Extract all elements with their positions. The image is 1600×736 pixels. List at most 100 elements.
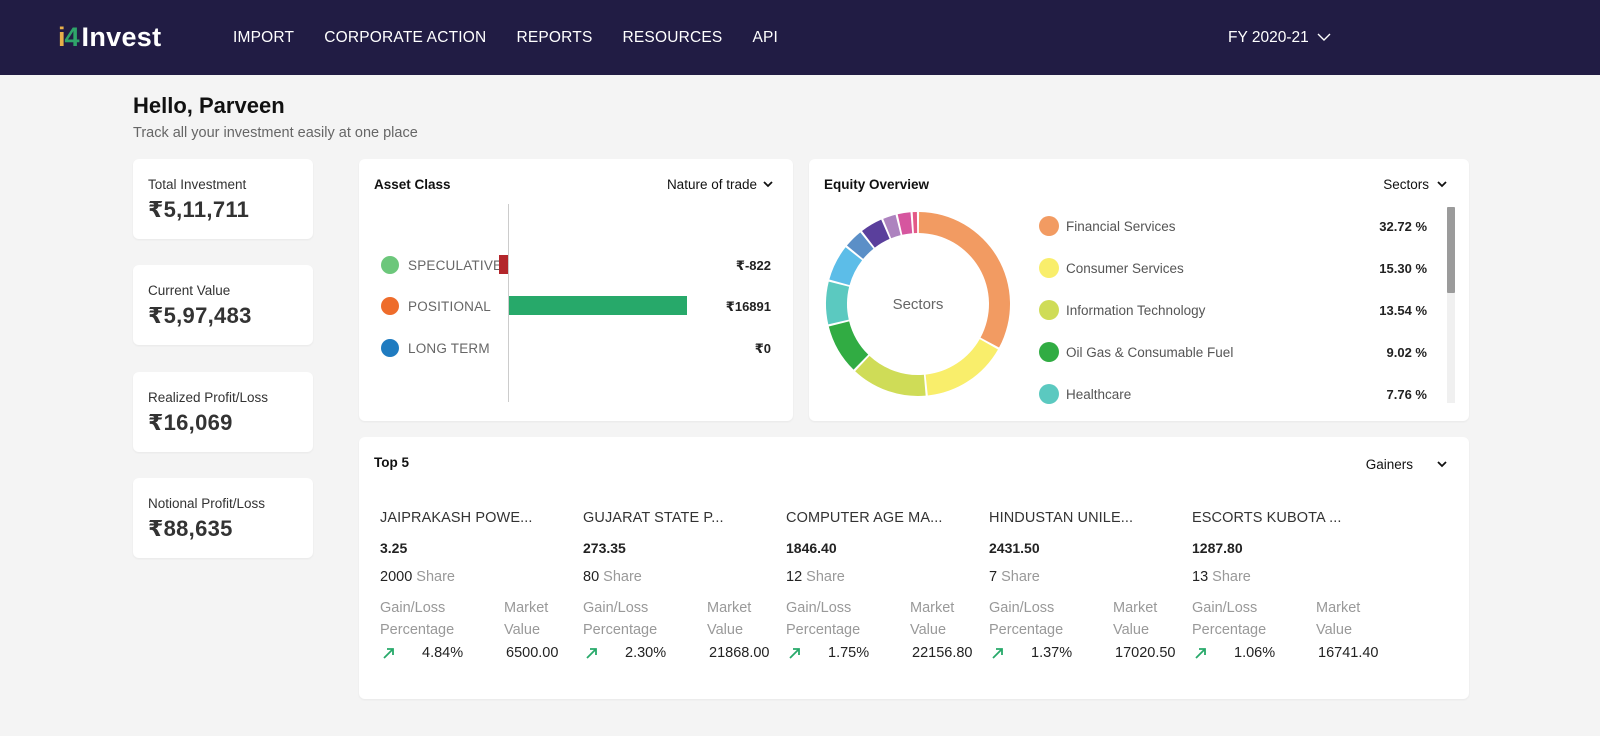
donut-slice[interactable] [862, 219, 890, 248]
nature-of-trade-dropdown[interactable]: Nature of trade [667, 177, 773, 192]
stat-card-total-investment: Total Investment ₹5,11,711 [133, 159, 313, 239]
fiscal-year-dropdown[interactable]: FY 2020-21 [1228, 0, 1331, 75]
label-line: Market [707, 600, 752, 616]
logo-4: 4 [64, 22, 80, 52]
gainer-item[interactable]: COMPUTER AGE MA... 1846.40 12 Share Gain/Lo… [786, 510, 986, 667]
donut-slice[interactable] [883, 214, 901, 239]
share-label: Share [1212, 569, 1251, 585]
scrollbar-thumb[interactable] [1447, 207, 1455, 293]
legend-dot [1039, 216, 1059, 236]
stat-label: Total Investment [148, 177, 247, 192]
share-quantity: 2000 [380, 569, 413, 585]
main-nav: IMPORT CORPORATE ACTION REPORTS RESOURCE… [233, 0, 808, 75]
market-value-label: Market Value [707, 597, 751, 641]
donut-slice[interactable] [925, 339, 998, 396]
legend-dot [1039, 384, 1059, 404]
stat-label: Current Value [148, 283, 231, 298]
stock-price: 1846.40 [786, 540, 837, 556]
legend-label: Financial Services [1066, 218, 1176, 234]
asset-label: LONG TERM [408, 340, 490, 356]
legend-dot [1039, 300, 1059, 320]
gain-loss-percentage-label: Gain/Loss Percentage [380, 597, 454, 641]
nav-resources[interactable]: RESOURCES [622, 28, 723, 46]
sectors-donut-chart: Sectors [823, 209, 1013, 399]
legend-row: Consumer Services 15.30 % [1039, 257, 1439, 279]
bar-positional [509, 296, 687, 315]
chevron-down-icon [1437, 460, 1447, 467]
dropdown-label: Gainers [1365, 457, 1413, 472]
stat-value: ₹5,97,483 [148, 303, 252, 328]
legend-label: Information Technology [1066, 302, 1206, 318]
market-value-label: Market Value [910, 597, 954, 641]
legend-dot [1039, 258, 1059, 278]
legend-dot [1039, 342, 1059, 362]
gain-loss-percentage: 1.37% [1031, 645, 1073, 661]
gainer-item[interactable]: ESCORTS KUBOTA ... 1287.80 13 Share Gain/Lo… [1192, 510, 1392, 667]
market-value: 17020.50 [1115, 645, 1176, 661]
label-line: Percentage [380, 622, 455, 638]
legend-percent: 7.76 % [1386, 386, 1427, 402]
label-line: Gain/Loss [786, 600, 852, 616]
donut-slice[interactable] [829, 247, 863, 286]
legend-percent: 9.02 % [1386, 344, 1427, 360]
asset-value: ₹-822 [735, 258, 771, 273]
nav-reports[interactable]: REPORTS [516, 28, 593, 46]
logo-i: i [58, 22, 66, 52]
gainer-item[interactable]: JAIPRAKASH POWE... 3.25 2000 Share Gain/Los… [380, 510, 580, 667]
label-line: Gain/Loss [989, 600, 1055, 616]
gainer-item[interactable]: HINDUSTAN UNILE... 2431.50 7 Share Gain/Los… [989, 510, 1189, 667]
arrow-up-right-icon [789, 648, 800, 659]
market-value: 22156.80 [912, 645, 973, 661]
share-count: 2000 Share [380, 569, 580, 585]
donut-slice[interactable] [846, 232, 874, 259]
stat-card-realized-profit-loss: Realized Profit/Loss ₹16,069 [133, 372, 313, 452]
label-line: Value [1316, 622, 1353, 638]
stat-value: ₹88,635 [148, 516, 233, 541]
gain-metrics: Gain/Loss Percentage Market Value 1.06% 16741… [1192, 597, 1392, 667]
asset-row-speculative: SPECULATIVE [381, 256, 502, 274]
legend-percent: 32.72 % [1379, 218, 1427, 234]
gain-loss-percentage-label: Gain/Loss Percentage [583, 597, 657, 641]
chevron-down-icon [1437, 180, 1447, 187]
share-quantity: 13 [1192, 569, 1209, 585]
nav-api[interactable]: API [752, 28, 779, 46]
market-value-label: Market Value [1113, 597, 1157, 641]
stock-name: HINDUSTAN UNILE... [989, 510, 1134, 526]
gain-metrics: Gain/Loss Percentage Market Value 2.30% 21868… [583, 597, 783, 667]
bar-speculative [499, 255, 508, 274]
gainer-item[interactable]: GUJARAT STATE P... 273.35 80 Share Gain/Los… [583, 510, 783, 667]
sectors-dropdown[interactable]: Sectors [1383, 177, 1449, 192]
legend-scrollbar[interactable] [1447, 207, 1455, 403]
donut-slice[interactable] [826, 281, 850, 325]
asset-row-long-term: LONG TERM [381, 339, 490, 357]
legend-row: Information Technology 13.54 % [1039, 299, 1439, 321]
donut-slice[interactable] [912, 212, 918, 234]
legend-dot [381, 297, 399, 315]
stock-name: ESCORTS KUBOTA ... [1192, 510, 1342, 526]
legend-dot [381, 339, 399, 357]
donut-slice[interactable] [828, 321, 869, 370]
share-count: 80 Share [583, 569, 783, 585]
arrow-up-right-icon [1195, 648, 1206, 659]
gain-loss-percentage: 4.84% [422, 645, 464, 661]
donut-slice[interactable] [855, 355, 926, 396]
market-value-label: Market Value [504, 597, 548, 641]
greeting-subtitle: Track all your investment easily at one … [133, 125, 418, 141]
stat-value: ₹5,11,711 [148, 197, 250, 222]
label-line: Market [1113, 600, 1158, 616]
donut-slice[interactable] [897, 212, 913, 235]
nav-import[interactable]: IMPORT [233, 28, 295, 46]
gain-loss-percentage: 1.75% [828, 645, 870, 661]
asset-row-positional: POSITIONAL [381, 297, 491, 315]
nav-corporate-action[interactable]: CORPORATE ACTION [324, 28, 487, 46]
donut-slice[interactable] [918, 212, 1010, 348]
gain-metrics: Gain/Loss Percentage Market Value 1.75% 22156… [786, 597, 986, 667]
market-value: 21868.00 [709, 645, 770, 661]
share-quantity: 7 [989, 569, 998, 585]
chevron-down-icon [1317, 33, 1331, 41]
gainers-dropdown[interactable]: Gainers [1366, 457, 1449, 472]
gain-loss-percentage-label: Gain/Loss Percentage [989, 597, 1063, 641]
stock-name: GUJARAT STATE P... [583, 510, 724, 526]
